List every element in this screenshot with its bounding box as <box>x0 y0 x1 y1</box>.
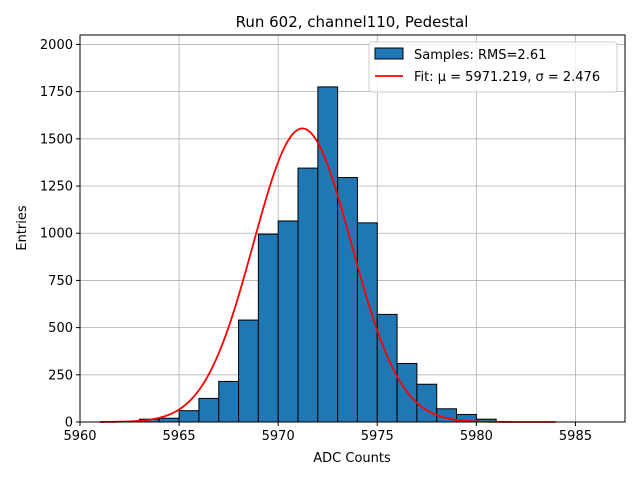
plot-frame <box>79 34 626 423</box>
y-tick-label: 0 <box>65 416 73 431</box>
histogram-bar <box>238 319 259 423</box>
y-tick-label: 2000 <box>40 38 73 53</box>
y-axis-ticks: 0 250 500 750 1000 1250 1500 1750 2000 <box>40 38 80 431</box>
y-tick-label: 250 <box>48 368 73 383</box>
histogram-bar <box>218 380 240 423</box>
histogram-bar <box>297 167 319 423</box>
histogram-bar <box>257 233 279 423</box>
histogram-bar <box>198 397 220 423</box>
legend-box <box>368 41 618 93</box>
x-tick-label: 5960 <box>63 429 96 444</box>
y-tick-label: 500 <box>48 321 73 336</box>
x-axis-ticks: 5960 5965 5970 5975 5980 5985 <box>63 422 592 444</box>
x-axis-title: ADC Counts <box>313 451 391 466</box>
y-tick-label: 1500 <box>40 132 73 147</box>
histogram-bar <box>158 417 180 423</box>
histogram-bar <box>337 177 358 423</box>
histogram-bar <box>178 410 200 423</box>
y-tick-label: 1750 <box>40 85 73 100</box>
y-tick-label: 1250 <box>40 180 73 195</box>
histogram-bar <box>416 383 438 423</box>
x-tick-label: 5975 <box>361 429 394 444</box>
x-tick-label: 5970 <box>262 429 295 444</box>
y-tick-label: 1000 <box>40 227 73 242</box>
legend-label-fit: Fit: μ = 5971.219, σ = 2.476 <box>414 70 600 85</box>
legend-swatch-samples <box>374 47 404 60</box>
x-tick-label: 5965 <box>163 429 196 444</box>
legend-label-samples: Samples: RMS=2.61 <box>414 48 546 63</box>
histogram-bar <box>317 86 339 423</box>
histogram-bar <box>277 220 299 423</box>
histogram-bar <box>376 313 398 423</box>
y-axis-title: Entries <box>15 205 30 251</box>
legend: Samples: RMS=2.61 Fit: μ = 5971.219, σ =… <box>368 41 618 93</box>
chart-title: Run 602, channel110, Pedestal <box>236 13 469 31</box>
x-tick-label: 5980 <box>460 429 493 444</box>
y-tick-label: 750 <box>48 274 73 289</box>
x-tick-label: 5985 <box>559 429 592 444</box>
